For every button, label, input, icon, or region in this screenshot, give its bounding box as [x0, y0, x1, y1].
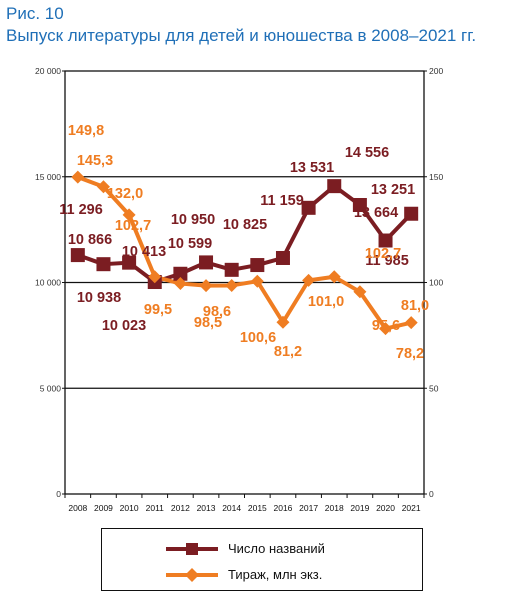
data-label-circulation: 102,7 — [365, 246, 401, 262]
data-labels: 11 296 10 866 10 938 10 023 10 413 10 950 10 5… — [59, 123, 429, 362]
x-tick-label: 2015 — [248, 503, 267, 513]
data-label-circulation: 78,2 — [396, 346, 424, 362]
x-tick-label: 2012 — [171, 503, 190, 513]
x-tick-label: 2017 — [299, 503, 318, 513]
data-label-circulation: 132,0 — [107, 186, 143, 202]
x-tick-label: 2011 — [146, 503, 165, 513]
x-tick-label: 2010 — [120, 503, 139, 513]
series-markers — [70, 170, 419, 336]
series-line-circulation — [77, 175, 412, 331]
data-label-titles: 11 296 — [59, 202, 103, 218]
marker-titles — [96, 257, 111, 272]
marker-titles — [378, 233, 393, 248]
x-tick-label: 2009 — [94, 503, 113, 513]
marker-titles — [199, 255, 214, 270]
data-label-titles: 11 985 — [365, 253, 409, 269]
data-label-circulation: 95,6 — [372, 318, 400, 334]
y-left-tick-label: 15 000 — [35, 172, 61, 182]
marker-circulation — [122, 208, 136, 222]
data-label-titles: 10 023 — [102, 318, 146, 334]
marker-titles — [70, 248, 85, 263]
marker-titles — [173, 266, 188, 281]
data-label-circulation: 81,2 — [274, 344, 302, 360]
marker-circulation — [71, 170, 85, 184]
x-tick-label: 2008 — [68, 503, 87, 513]
figure-title: Выпуск литературы для детей и юношества … — [6, 26, 477, 45]
data-label-circulation: 98,6 — [203, 304, 231, 320]
data-label-titles: 10 866 — [68, 232, 112, 248]
data-label-circulation: 100,6 — [240, 330, 276, 346]
marker-circulation — [379, 322, 393, 336]
y-left-tick-label: 0 — [56, 489, 61, 499]
marker-circulation — [250, 274, 264, 288]
marker-titles — [224, 262, 239, 277]
x-tick-label: 2020 — [376, 503, 395, 513]
data-label-titles: 10 413 — [122, 244, 166, 260]
data-label-titles: 10 825 — [223, 217, 267, 233]
x-tick-label: 2013 — [197, 503, 216, 513]
marker-circulation — [353, 285, 367, 299]
marker-titles — [301, 200, 316, 215]
x-tick-label: 2014 — [222, 503, 241, 513]
x-tick-label: 2016 — [274, 503, 293, 513]
data-label-circulation: 98,5 — [194, 315, 222, 331]
marker-circulation — [199, 279, 213, 293]
marker-circulation — [404, 316, 418, 330]
x-tick-label: 2018 — [325, 503, 344, 513]
data-label-circulation: 81,0 — [401, 298, 429, 314]
marker-titles — [250, 258, 265, 273]
data-label-circulation: 102,7 — [115, 218, 151, 234]
data-label-titles: 10 950 — [171, 212, 215, 228]
marker-circulation — [148, 270, 162, 284]
marker-titles — [122, 255, 137, 270]
y-right-tick-label: 100 — [429, 278, 443, 288]
data-label-titles: 13 531 — [290, 160, 334, 176]
legend-swatch-circulation — [166, 568, 218, 582]
data-label-circulation: 149,8 — [68, 123, 104, 139]
marker-titles — [352, 198, 367, 213]
x-tick-label: 2019 — [350, 503, 369, 513]
axes: 0 0 5 000 50 10 000 100 15 000 150 20 000 200 2008… — [35, 66, 443, 513]
figure-label: Рис. 10 — [6, 4, 64, 23]
data-label-titles: 14 556 — [345, 145, 389, 161]
x-tick-label: 2021 — [402, 503, 421, 513]
marker-titles — [275, 250, 290, 265]
y-left-tick-label: 20 000 — [35, 66, 61, 76]
y-right-tick-label: 200 — [429, 66, 443, 76]
marker-circulation — [96, 180, 110, 194]
y-right-tick-label: 150 — [429, 172, 443, 182]
legend-swatch-titles — [166, 543, 218, 555]
legend-label-circulation: Тираж, млн экз. — [228, 567, 323, 582]
y-left-tick-label: 5 000 — [40, 383, 62, 393]
y-right-tick-label: 0 — [429, 489, 434, 499]
chart-legend: Число названий Тираж, млн экз. — [101, 528, 423, 591]
legend-item-circulation: Тираж, млн экз. — [102, 564, 422, 586]
data-label-circulation: 99,5 — [144, 302, 172, 318]
marker-titles — [404, 206, 419, 221]
marker-circulation — [302, 273, 316, 287]
y-right-tick-label: 50 — [429, 383, 439, 393]
data-label-titles: 10 938 — [77, 290, 121, 306]
data-label-titles: 13 251 — [371, 182, 415, 198]
marker-titles — [327, 179, 342, 194]
marker-circulation — [173, 277, 187, 291]
data-label-circulation: 145,3 — [77, 153, 113, 169]
marker-circulation — [225, 278, 239, 292]
marker-circulation — [327, 270, 341, 284]
y-left-tick-label: 10 000 — [35, 278, 61, 288]
data-label-circulation: 101,0 — [308, 294, 344, 310]
data-label-titles: 10 599 — [168, 236, 212, 252]
legend-item-titles: Число названий — [102, 538, 422, 560]
marker-circulation — [276, 315, 290, 329]
data-label-titles: 11 159 — [260, 193, 304, 209]
data-label-titles: 13 664 — [354, 205, 398, 221]
legend-label-titles: Число названий — [228, 541, 325, 556]
